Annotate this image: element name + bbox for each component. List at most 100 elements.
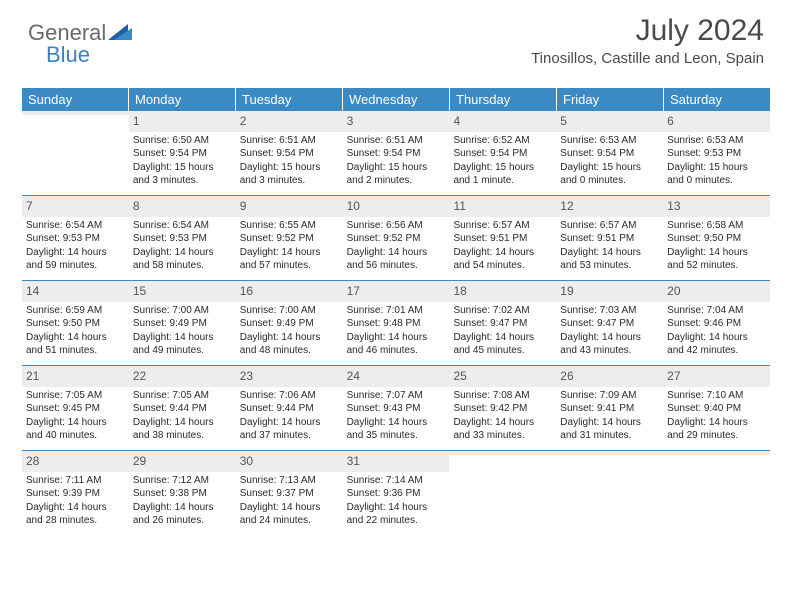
- day-cell: 25Sunrise: 7:08 AMSunset: 9:42 PMDayligh…: [449, 366, 556, 450]
- dow-cell: Saturday: [664, 88, 770, 111]
- day-num-row: 22: [129, 366, 236, 387]
- day-info-line: Sunset: 9:54 PM: [453, 147, 552, 161]
- day-info-line: and 38 minutes.: [133, 429, 232, 443]
- day-cell: 7Sunrise: 6:54 AMSunset: 9:53 PMDaylight…: [22, 196, 129, 280]
- day-info-line: Sunrise: 7:13 AM: [240, 474, 339, 488]
- day-num-row: [556, 451, 663, 455]
- day-cell: 18Sunrise: 7:02 AMSunset: 9:47 PMDayligh…: [449, 281, 556, 365]
- day-num-row: 23: [236, 366, 343, 387]
- day-info-line: and 56 minutes.: [347, 259, 446, 273]
- day-info-line: Daylight: 14 hours: [26, 416, 125, 430]
- location-text: Tinosillos, Castille and Leon, Spain: [531, 50, 764, 67]
- day-num-row: 31: [343, 451, 450, 472]
- day-info-line: Sunset: 9:47 PM: [560, 317, 659, 331]
- day-info-line: Sunrise: 6:57 AM: [453, 219, 552, 233]
- day-info-line: Daylight: 14 hours: [667, 331, 766, 345]
- day-number: 7: [26, 199, 33, 213]
- day-number: 2: [240, 114, 247, 128]
- day-info-line: Sunrise: 7:04 AM: [667, 304, 766, 318]
- day-info-line: Sunrise: 7:07 AM: [347, 389, 446, 403]
- dow-cell: Monday: [129, 88, 236, 111]
- day-info-line: Daylight: 14 hours: [26, 331, 125, 345]
- day-info-line: Daylight: 14 hours: [133, 416, 232, 430]
- day-cell: 16Sunrise: 7:00 AMSunset: 9:49 PMDayligh…: [236, 281, 343, 365]
- day-info-line: Daylight: 14 hours: [133, 331, 232, 345]
- day-number: 1: [133, 114, 140, 128]
- day-num-row: 15: [129, 281, 236, 302]
- day-info-line: Sunrise: 6:54 AM: [26, 219, 125, 233]
- day-info-line: Sunrise: 7:10 AM: [667, 389, 766, 403]
- day-num-row: 16: [236, 281, 343, 302]
- day-num-row: 11: [449, 196, 556, 217]
- day-info-line: Sunrise: 7:02 AM: [453, 304, 552, 318]
- day-number: 16: [240, 284, 253, 298]
- day-number: 17: [347, 284, 360, 298]
- day-info-line: and 43 minutes.: [560, 344, 659, 358]
- day-num-row: 5: [556, 111, 663, 132]
- day-cell: 20Sunrise: 7:04 AMSunset: 9:46 PMDayligh…: [663, 281, 770, 365]
- day-info-line: Sunrise: 6:51 AM: [347, 134, 446, 148]
- day-info-line: and 28 minutes.: [26, 514, 125, 528]
- day-info-line: and 3 minutes.: [240, 174, 339, 188]
- day-cell: 14Sunrise: 6:59 AMSunset: 9:50 PMDayligh…: [22, 281, 129, 365]
- week-row: 28Sunrise: 7:11 AMSunset: 9:39 PMDayligh…: [22, 450, 770, 535]
- day-info-line: Daylight: 14 hours: [453, 331, 552, 345]
- day-number: 11: [453, 199, 465, 213]
- day-info-line: and 51 minutes.: [26, 344, 125, 358]
- day-info-line: Sunrise: 6:57 AM: [560, 219, 659, 233]
- day-cell: 1Sunrise: 6:50 AMSunset: 9:54 PMDaylight…: [129, 111, 236, 195]
- day-info-line: Daylight: 14 hours: [347, 331, 446, 345]
- day-cell: 19Sunrise: 7:03 AMSunset: 9:47 PMDayligh…: [556, 281, 663, 365]
- day-info-line: and 1 minute.: [453, 174, 552, 188]
- week-row: 21Sunrise: 7:05 AMSunset: 9:45 PMDayligh…: [22, 365, 770, 450]
- day-cell: 27Sunrise: 7:10 AMSunset: 9:40 PMDayligh…: [663, 366, 770, 450]
- day-num-row: 30: [236, 451, 343, 472]
- day-cell: 30Sunrise: 7:13 AMSunset: 9:37 PMDayligh…: [236, 451, 343, 535]
- day-info-line: Sunset: 9:47 PM: [453, 317, 552, 331]
- day-num-row: 29: [129, 451, 236, 472]
- day-info-line: Sunset: 9:54 PM: [560, 147, 659, 161]
- day-info-line: Daylight: 14 hours: [240, 416, 339, 430]
- day-info-line: Sunrise: 7:05 AM: [26, 389, 125, 403]
- day-info-line: Sunrise: 7:06 AM: [240, 389, 339, 403]
- day-info-line: Daylight: 14 hours: [453, 416, 552, 430]
- dow-cell: Sunday: [22, 88, 129, 111]
- day-num-row: [449, 451, 556, 455]
- day-info-line: and 26 minutes.: [133, 514, 232, 528]
- dow-cell: Thursday: [450, 88, 557, 111]
- day-info-line: Sunset: 9:53 PM: [133, 232, 232, 246]
- day-info-line: Daylight: 14 hours: [240, 331, 339, 345]
- day-num-row: [663, 451, 770, 455]
- day-num-row: 12: [556, 196, 663, 217]
- day-number: 21: [26, 369, 39, 383]
- day-info-line: Sunset: 9:49 PM: [133, 317, 232, 331]
- day-info-line: Daylight: 14 hours: [133, 501, 232, 515]
- day-info-line: and 45 minutes.: [453, 344, 552, 358]
- dow-cell: Tuesday: [236, 88, 343, 111]
- logo-triangle-icon: [108, 22, 132, 45]
- day-cell: 15Sunrise: 7:00 AMSunset: 9:49 PMDayligh…: [129, 281, 236, 365]
- day-info-line: Sunrise: 6:54 AM: [133, 219, 232, 233]
- day-info-line: Sunrise: 6:50 AM: [133, 134, 232, 148]
- day-cell: 5Sunrise: 6:53 AMSunset: 9:54 PMDaylight…: [556, 111, 663, 195]
- day-num-row: 28: [22, 451, 129, 472]
- day-info-line: and 0 minutes.: [667, 174, 766, 188]
- day-num-row: [22, 111, 129, 115]
- day-info-line: Daylight: 15 hours: [347, 161, 446, 175]
- day-num-row: 26: [556, 366, 663, 387]
- day-cell: [556, 451, 663, 535]
- day-info-line: Sunset: 9:40 PM: [667, 402, 766, 416]
- day-info-line: and 53 minutes.: [560, 259, 659, 273]
- day-info-line: Sunset: 9:54 PM: [347, 147, 446, 161]
- day-info-line: and 35 minutes.: [347, 429, 446, 443]
- day-number: 12: [560, 199, 573, 213]
- day-info-line: Sunset: 9:54 PM: [133, 147, 232, 161]
- day-number: 9: [240, 199, 247, 213]
- day-cell: 9Sunrise: 6:55 AMSunset: 9:52 PMDaylight…: [236, 196, 343, 280]
- day-number: 19: [560, 284, 573, 298]
- day-cell: 26Sunrise: 7:09 AMSunset: 9:41 PMDayligh…: [556, 366, 663, 450]
- day-num-row: 10: [343, 196, 450, 217]
- day-cell: 22Sunrise: 7:05 AMSunset: 9:44 PMDayligh…: [129, 366, 236, 450]
- day-cell: 6Sunrise: 6:53 AMSunset: 9:53 PMDaylight…: [663, 111, 770, 195]
- day-info-line: Sunset: 9:43 PM: [347, 402, 446, 416]
